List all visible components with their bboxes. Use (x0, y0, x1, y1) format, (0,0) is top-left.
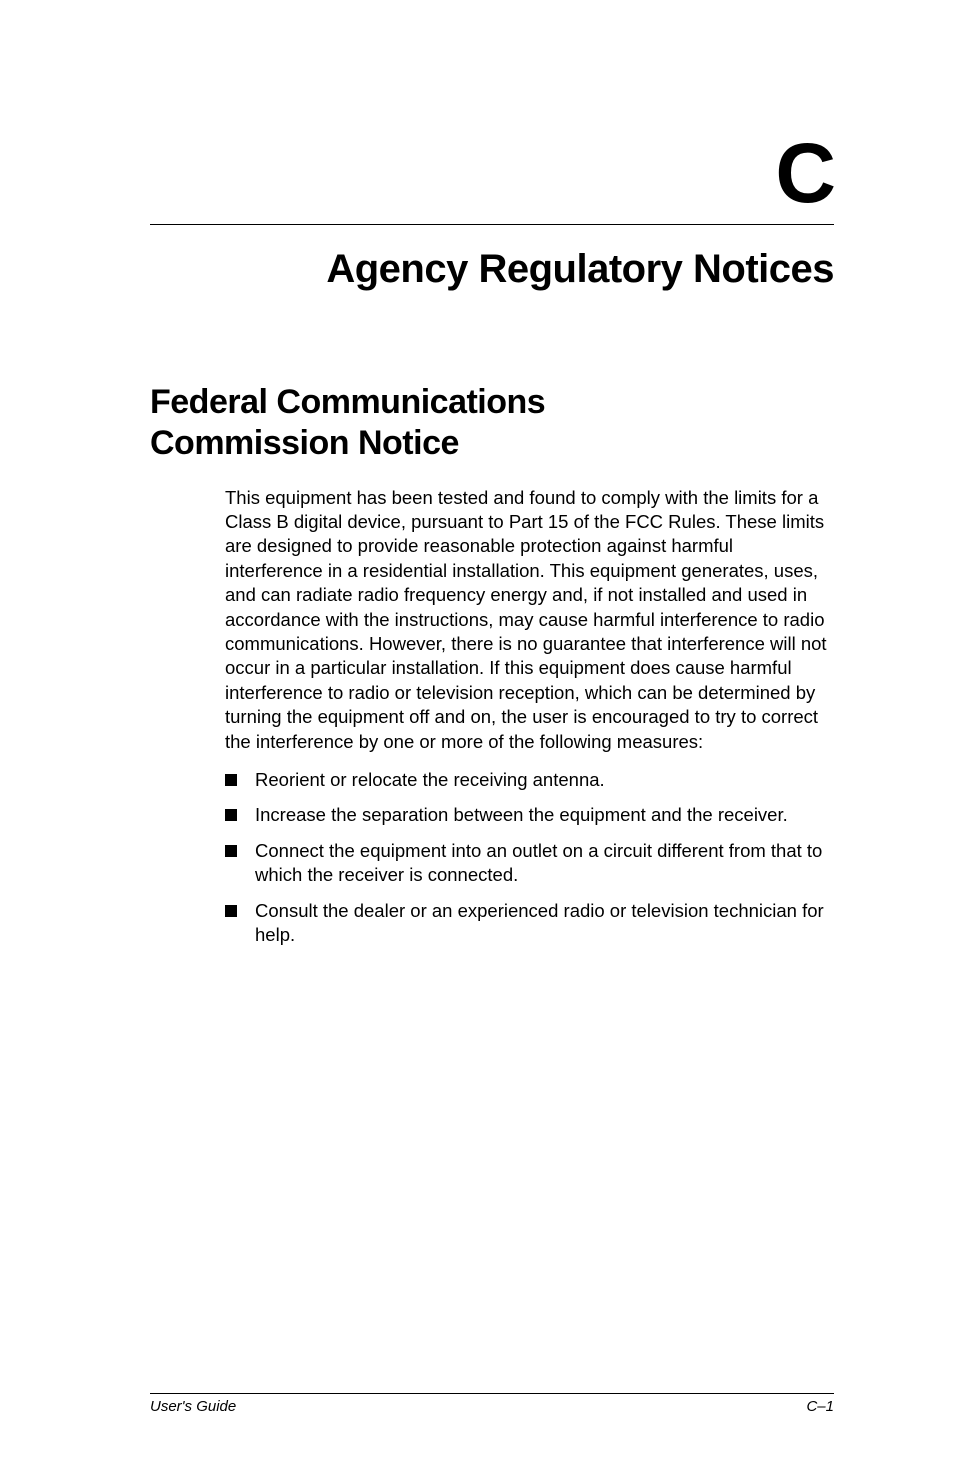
chapter-title: Agency Regulatory Notices (150, 247, 834, 292)
footer-rule (150, 1393, 834, 1394)
page-footer: User's Guide C–1 (150, 1393, 834, 1415)
list-item: Increase the separation between the equi… (225, 803, 834, 827)
bullet-marker-icon (225, 774, 237, 786)
bullet-text: Consult the dealer or an experienced rad… (255, 899, 834, 948)
bullet-marker-icon (225, 845, 237, 857)
list-item: Reorient or relocate the receiving anten… (225, 768, 834, 792)
bullet-list: Reorient or relocate the receiving anten… (225, 768, 834, 947)
section-heading-line2: Commission Notice (150, 424, 459, 462)
section-heading: Federal Communications Commission Notice (150, 382, 834, 464)
appendix-letter: C (150, 125, 834, 222)
section-heading-line1: Federal Communications (150, 383, 545, 421)
bullet-text: Reorient or relocate the receiving anten… (255, 768, 605, 792)
footer-right: C–1 (806, 1398, 834, 1415)
bullet-marker-icon (225, 905, 237, 917)
body-paragraph: This equipment has been tested and found… (225, 486, 834, 754)
title-rule (150, 224, 834, 225)
bullet-text: Connect the equipment into an outlet on … (255, 839, 834, 888)
list-item: Consult the dealer or an experienced rad… (225, 899, 834, 948)
footer-left: User's Guide (150, 1398, 236, 1415)
bullet-marker-icon (225, 809, 237, 821)
bullet-text: Increase the separation between the equi… (255, 803, 788, 827)
footer-row: User's Guide C–1 (150, 1398, 834, 1415)
list-item: Connect the equipment into an outlet on … (225, 839, 834, 888)
